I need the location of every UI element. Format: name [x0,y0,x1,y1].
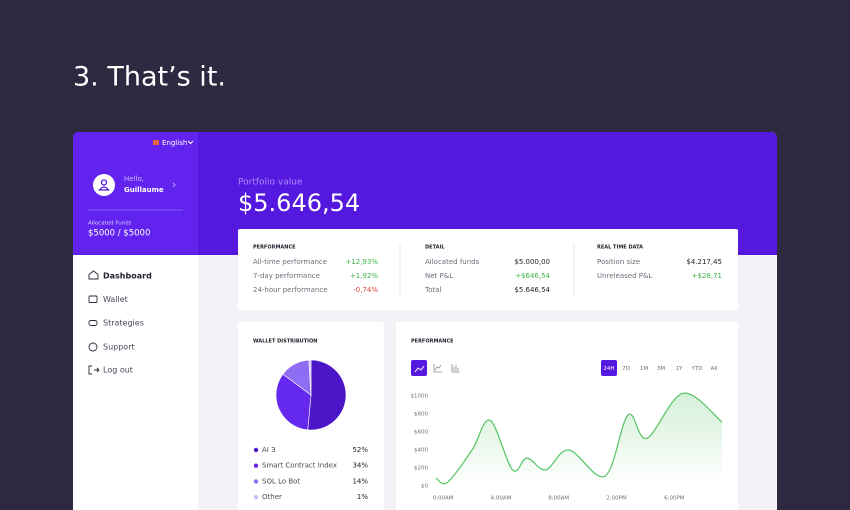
stats-label: Net P&L [425,272,453,280]
range-button[interactable]: All [711,366,718,372]
icon-strategies [88,320,98,326]
stats-label: Allocated funds [425,258,480,266]
stats-title: REAL TIME DATA [597,245,643,251]
stats-label: 24-hour performance [253,286,328,294]
x-tick-label: 2:00PM [606,496,627,502]
greeting: Hello, [124,175,144,183]
range-button[interactable]: 3M [657,366,665,372]
y-tick-label: $800 [414,412,428,418]
legend-value: 52% [352,446,368,454]
stats-label: Position size [597,258,640,266]
flag [153,140,159,145]
language[interactable]: English [162,139,187,147]
menu-item[interactable]: Support [103,343,135,352]
x-tick-label: 8:00AM [548,496,569,502]
icon-home [88,270,99,280]
line [435,392,723,485]
legend-label: SOL Lo Bot [262,477,300,485]
stats-value: $4.217,45 [686,258,722,266]
stats-value: +$28,71 [692,272,722,280]
stats-label: 7-day performance [253,272,320,280]
legend-label: Other [262,493,282,501]
pie-slice [308,359,312,396]
menu-item[interactable]: Wallet [103,295,128,304]
sidebar-top [73,132,198,255]
icon-logout [88,365,100,375]
legend-value: 34% [352,462,368,470]
chart-type-button[interactable] [433,364,442,373]
pie-slice [307,359,347,431]
legend-dot [253,463,259,468]
funds-label: Allocated Funds [88,221,132,227]
stats-title: DETAIL [425,245,445,251]
x-tick-label: 6:00PM [664,496,685,502]
stats-value: $5.000,00 [514,258,550,266]
stats-value: +12,93% [345,258,378,266]
stats-label: All-time performance [253,258,327,266]
user-name: Guillaume [124,186,164,194]
icon-wallet [88,295,98,303]
stats-value: -0,74% [353,286,378,294]
y-tick-label: $0 [421,484,428,490]
funds-value: $5000 / $5000 [88,229,150,239]
range-button-active [601,360,617,376]
stats-label: Total [424,286,441,294]
y-tick-label: $1000 [411,394,429,400]
avatar-icon [98,186,110,191]
legend-label: Smart Contract Index [262,462,337,470]
range-button[interactable]: 24H [603,366,614,372]
y-tick-label: $400 [414,448,428,454]
sidebar [73,255,198,510]
y-tick-label: $200 [414,466,428,472]
area [435,393,722,486]
legend-dot [253,447,259,453]
y-tick-label: $600 [414,430,428,436]
stats-label: Unreleased P&L [597,272,652,280]
pie-slice [275,373,312,431]
stats-title: PERFORMANCE [253,245,296,251]
avatar-icon [100,179,108,186]
stats-card [238,229,738,310]
menu-item[interactable]: Log out [103,366,133,375]
menu-item[interactable]: Strategies [103,319,144,328]
range-button[interactable]: 1M [640,366,648,372]
card-title: PERFORMANCE [411,339,454,345]
icon-line [414,365,425,373]
legend-dot [253,479,259,484]
range-button[interactable]: YTD [691,366,703,372]
menu-icons [88,270,100,375]
heading: 3. That’s it. [73,62,226,93]
dropdown-icon [187,140,194,145]
stats-value: +1,92% [350,272,378,280]
range-button[interactable]: 1Y [676,366,683,372]
portfolio-label: Portfolio value [238,178,303,188]
chart-type-button[interactable] [411,360,427,376]
card-title: WALLET DISTRIBUTION [253,339,317,345]
icon-support [88,342,98,352]
chevron [172,182,176,188]
legend-value: 1% [357,493,368,501]
chart-type-button[interactable] [451,364,460,373]
legend-value: 14% [352,477,368,485]
x-tick-label: 0:00AM [433,496,454,502]
x-tick-label: 4:00AM [490,496,511,502]
portfolio-value: $5.646,54 [238,189,360,217]
menu-item[interactable]: Dashboard [103,272,152,281]
stats-value: $5.646,54 [514,286,550,294]
legend-dot [253,494,259,500]
legend-label: AI 3 [262,446,276,454]
stats-value: +$646,54 [515,272,550,280]
range-button[interactable]: 7D [622,366,630,372]
